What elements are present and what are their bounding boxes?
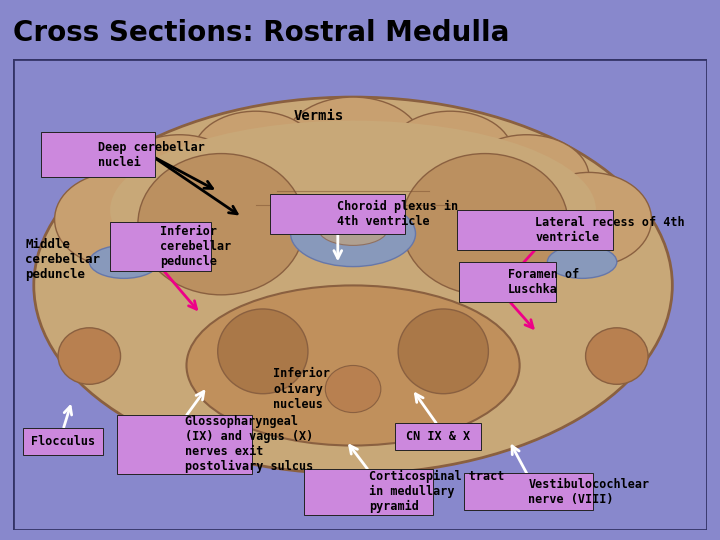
Ellipse shape bbox=[526, 172, 652, 267]
Text: Inferior
olivary
nucleus: Inferior olivary nucleus bbox=[273, 367, 330, 410]
Ellipse shape bbox=[110, 120, 596, 300]
Text: Flocculus: Flocculus bbox=[31, 435, 95, 448]
Text: Corticospinal tract
in medullary
pyramid: Corticospinal tract in medullary pyramid bbox=[369, 470, 504, 514]
Ellipse shape bbox=[89, 245, 158, 278]
FancyBboxPatch shape bbox=[459, 262, 557, 302]
Ellipse shape bbox=[325, 366, 381, 413]
Ellipse shape bbox=[138, 153, 305, 295]
Text: Glossopharyngeal
(IX) and vagus (X)
nerves exit
postolivary sulcus: Glossopharyngeal (IX) and vagus (X) nerv… bbox=[185, 415, 313, 474]
FancyBboxPatch shape bbox=[395, 423, 482, 450]
Ellipse shape bbox=[117, 135, 242, 219]
Ellipse shape bbox=[398, 309, 488, 394]
FancyBboxPatch shape bbox=[41, 132, 156, 177]
Ellipse shape bbox=[284, 97, 423, 191]
FancyBboxPatch shape bbox=[23, 428, 103, 455]
Text: Vestibulocochlear
nerve (VIII): Vestibulocochlear nerve (VIII) bbox=[528, 478, 649, 505]
FancyBboxPatch shape bbox=[117, 415, 253, 474]
Ellipse shape bbox=[585, 328, 648, 384]
Text: Cross Sections: Rostral Medulla: Cross Sections: Rostral Medulla bbox=[13, 19, 509, 47]
Ellipse shape bbox=[217, 309, 308, 394]
Ellipse shape bbox=[291, 201, 415, 267]
Ellipse shape bbox=[55, 172, 179, 267]
FancyBboxPatch shape bbox=[457, 210, 613, 250]
Ellipse shape bbox=[547, 245, 617, 278]
Text: Middle
cerebellar
peduncle: Middle cerebellar peduncle bbox=[25, 238, 101, 281]
FancyBboxPatch shape bbox=[305, 469, 433, 515]
Text: Vermis: Vermis bbox=[293, 109, 343, 123]
Text: Deep cerebellar
nuclei: Deep cerebellar nuclei bbox=[98, 141, 205, 169]
Ellipse shape bbox=[388, 111, 513, 196]
Text: Choroid plexus in
4th ventricle: Choroid plexus in 4th ventricle bbox=[338, 200, 459, 228]
Text: CN IX & X: CN IX & X bbox=[406, 430, 470, 443]
FancyBboxPatch shape bbox=[464, 473, 593, 510]
Ellipse shape bbox=[318, 212, 388, 245]
Text: Inferior
cerebellar
peduncle: Inferior cerebellar peduncle bbox=[161, 225, 232, 268]
FancyBboxPatch shape bbox=[270, 194, 405, 234]
Ellipse shape bbox=[186, 286, 520, 446]
Ellipse shape bbox=[194, 111, 318, 196]
Text: Foramen of
Luschka: Foramen of Luschka bbox=[508, 268, 579, 296]
FancyBboxPatch shape bbox=[110, 222, 211, 271]
Ellipse shape bbox=[34, 97, 672, 474]
Ellipse shape bbox=[464, 135, 589, 219]
Text: Lateral recess of 4th
ventricle: Lateral recess of 4th ventricle bbox=[535, 216, 685, 244]
Ellipse shape bbox=[58, 328, 120, 384]
Ellipse shape bbox=[402, 153, 568, 295]
